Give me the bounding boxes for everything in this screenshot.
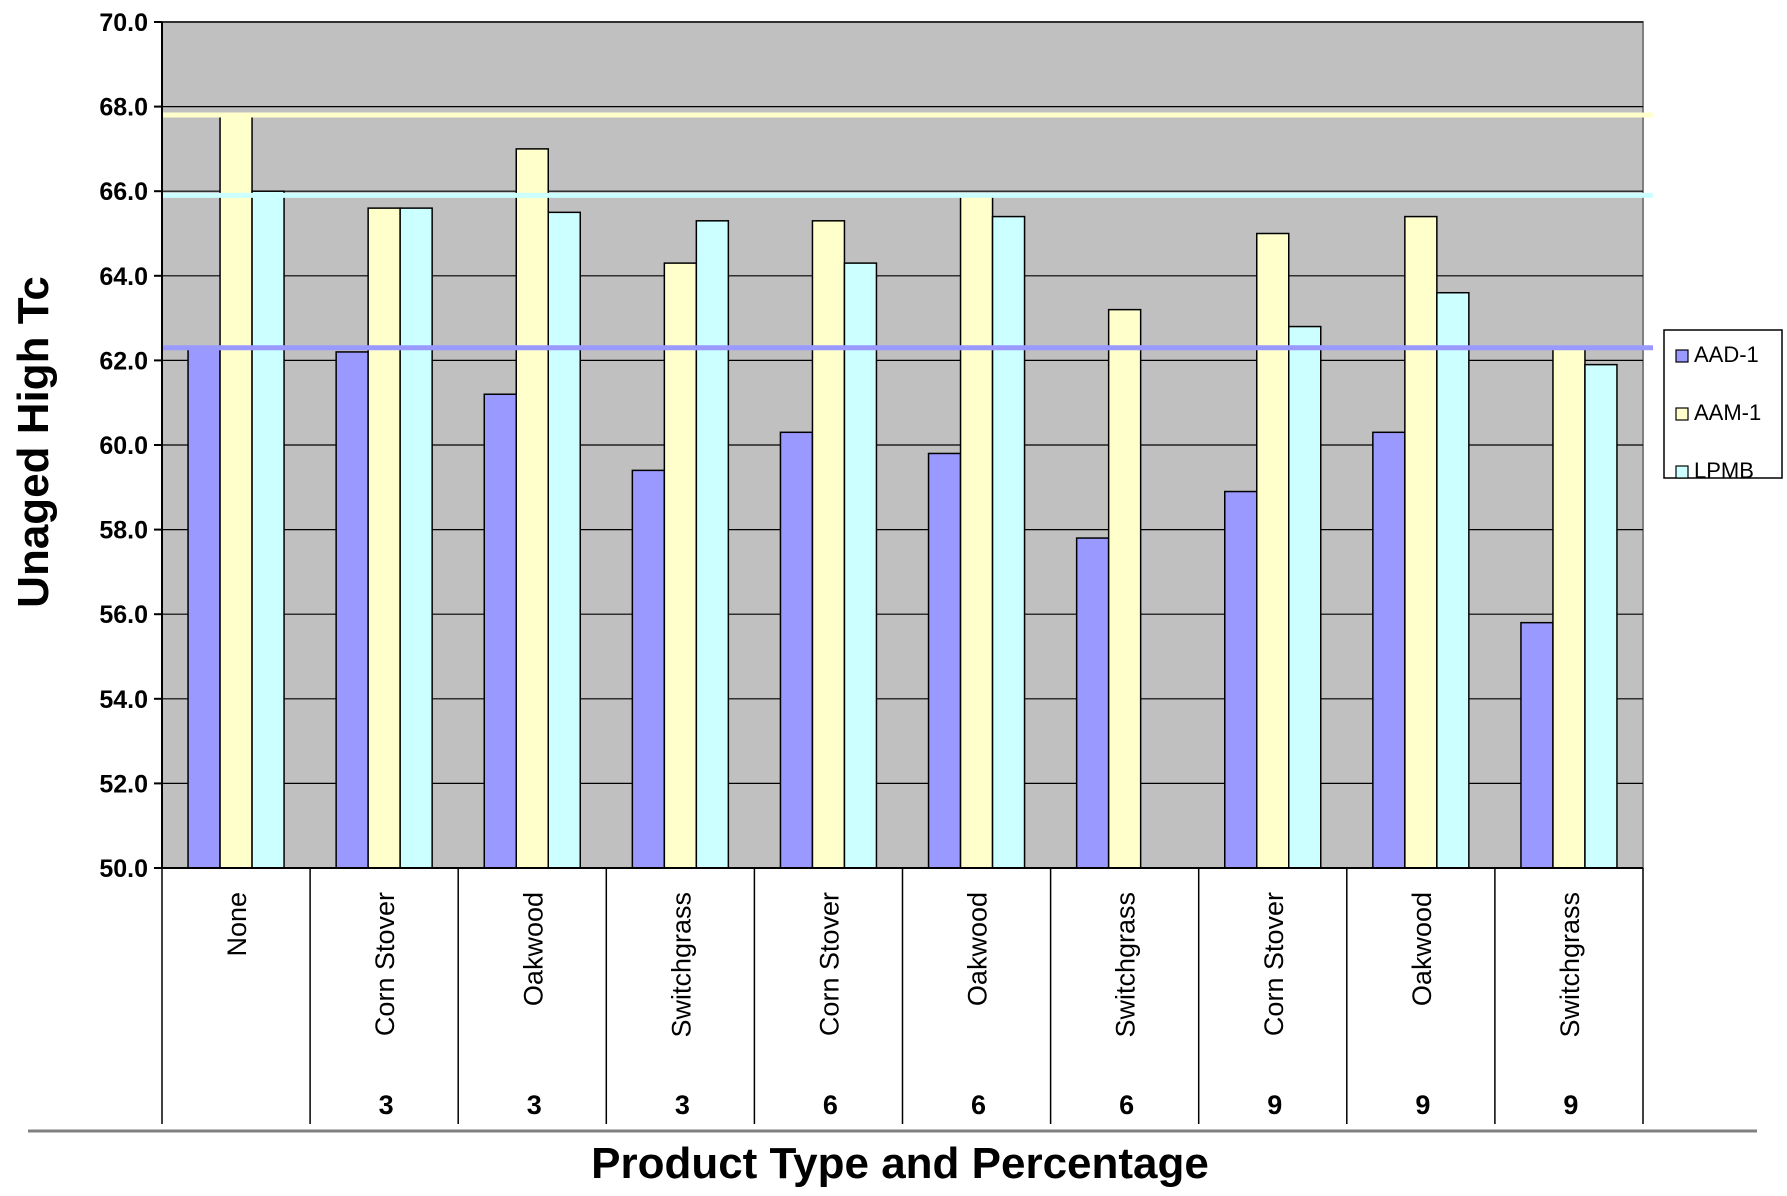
y-tick-label: 58.0 [99,517,148,545]
bar-lpmb [1288,325,1322,869]
bar-aam-1 [959,194,994,869]
bar-lpmb [695,220,730,869]
bar-aad-1 [483,393,517,869]
y-tick-label: 62.0 [99,347,148,375]
x-group-label: 9 [1267,1090,1282,1120]
bar-aam-1 [1404,215,1438,869]
bar-lpmb [1584,363,1618,869]
bars [187,114,1618,869]
y-tick-label: 66.0 [99,178,148,206]
legend-swatch [1675,349,1689,363]
y-tick-label: 70.0 [99,9,148,37]
bar-lpmb [547,211,581,869]
y-axis: 50.0 52.0 54.0 56.0 58.0 60.0 62.0 64.0 66.0 68.0… [99,9,163,883]
x-tick-label: Switchgrass [1555,892,1585,1038]
y-axis-title: Unaged High Tc [9,276,58,608]
legend: AAD-1 AAM-1 LPMB [1663,329,1783,483]
x-group-label: 3 [379,1090,394,1120]
y-tick-label: 54.0 [99,686,148,714]
x-group-label: 6 [823,1090,838,1120]
x-group-label: 6 [1119,1090,1134,1120]
bar-aam-1 [515,148,549,869]
x-tick-label: Oakwood [518,892,548,1006]
x-axis: None Corn Stover 3 Oakwood 3 Switchgrass 3 Corn… [161,867,1644,1124]
legend-swatch [1675,407,1689,421]
x-tick-label: Switchgrass [666,892,696,1038]
bar-aad-1 [779,431,814,869]
x-tick-label: Switchgrass [1111,892,1141,1038]
bar-aad-1 [1075,537,1110,869]
y-tick-label: 68.0 [99,94,148,122]
reference-lines [162,112,1653,351]
bar-lpmb [991,215,1026,869]
bar-aad-1 [927,452,962,869]
y-tick-label: 64.0 [99,263,148,291]
legend-swatch [1675,465,1689,479]
bar-aad-1 [631,469,666,869]
bar-aam-1 [811,220,846,869]
bar-aam-1 [219,114,253,869]
bar-lpmb [399,207,433,869]
x-tick-label: None [222,892,252,957]
x-group-label: 3 [675,1090,690,1120]
legend-label: LPMB [1694,458,1754,483]
bar-aam-1 [367,207,401,869]
x-tick-label: Oakwood [963,892,993,1006]
bar-aam-1 [1552,346,1586,869]
x-group-label: 9 [1563,1090,1578,1120]
bar-aad-1 [1372,431,1406,869]
x-tick-label: Oakwood [1407,892,1437,1006]
bar-lpmb [843,262,878,869]
bar-aad-1 [1520,621,1554,869]
bar-aam-1 [1256,232,1290,869]
y-tick-label: 50.0 [99,855,148,883]
legend-label: AAM-1 [1694,400,1761,425]
x-group-label: 6 [971,1090,986,1120]
x-tick-label: Corn Stover [370,892,400,1036]
x-tick-label: Corn Stover [814,892,844,1036]
y-tick-label: 60.0 [99,432,148,460]
bar-lpmb [251,190,285,869]
bar-aad-1 [1224,490,1258,869]
y-tick-label: 56.0 [99,601,148,629]
x-group-label: 3 [527,1090,542,1120]
bar-aam-1 [663,262,698,869]
x-axis-title: Product Type and Percentage [591,1139,1209,1188]
bar-aad-1 [335,351,369,869]
y-tick-label: 52.0 [99,770,148,798]
legend-label: AAD-1 [1694,342,1759,367]
bar-lpmb [1436,291,1470,869]
x-group-label: 9 [1415,1090,1430,1120]
bar-aam-1 [1107,308,1142,869]
bar-aad-1 [187,346,221,869]
x-tick-label: Corn Stover [1259,892,1289,1036]
